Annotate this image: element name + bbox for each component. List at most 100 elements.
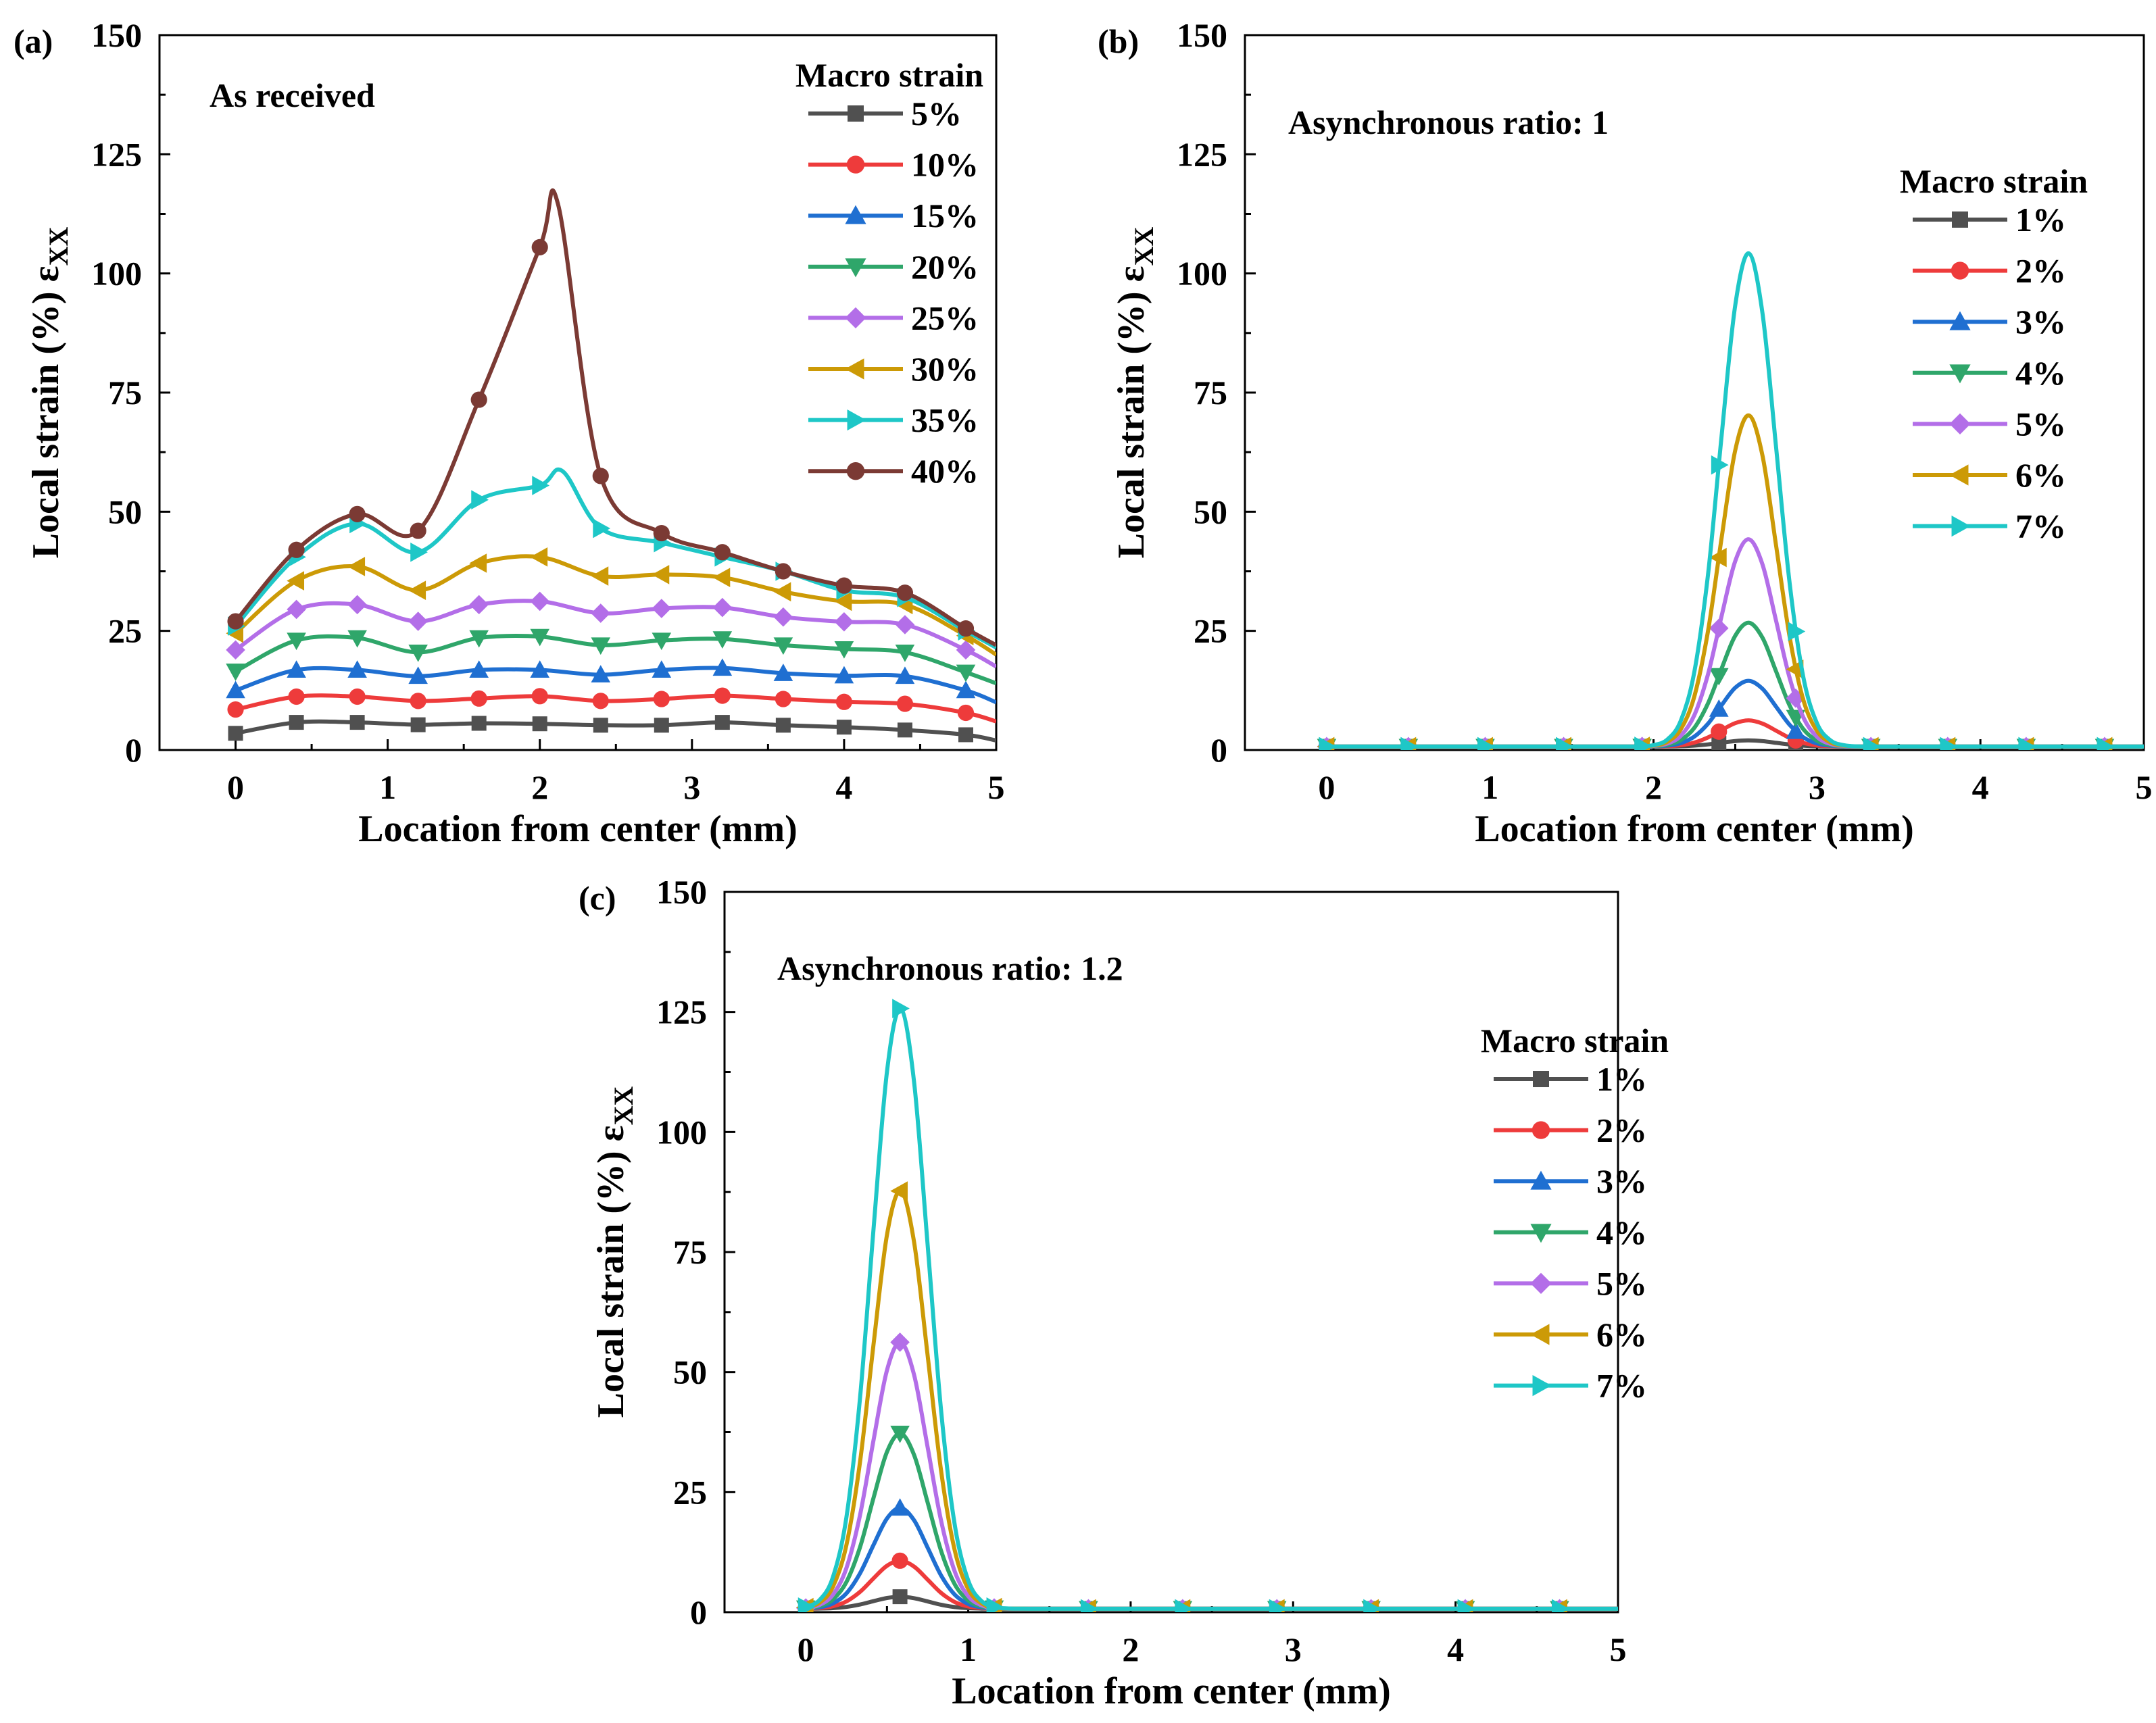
y-tick-label: 75 xyxy=(108,374,142,411)
data-point xyxy=(471,490,489,509)
series-line xyxy=(1326,678,2144,749)
y-axis-label-text: Local strain (%) ε xyxy=(1110,266,1152,558)
data-point xyxy=(227,613,244,630)
data-point xyxy=(1269,1599,1287,1612)
series-4% xyxy=(795,1426,1618,1612)
x-tick-label: 5 xyxy=(2136,768,2153,806)
legend-marker xyxy=(845,307,866,328)
y-tick-label: 125 xyxy=(91,135,142,173)
x-tick-label: 2 xyxy=(531,768,548,806)
y-axis-label-subscript: XX xyxy=(1129,227,1159,266)
legend-label: 40% xyxy=(911,452,979,490)
data-point xyxy=(226,680,245,699)
y-tick-label: 150 xyxy=(1177,16,1227,54)
series-line xyxy=(1326,537,2144,749)
x-tick-label: 2 xyxy=(1645,768,1662,806)
data-point xyxy=(986,1597,1004,1612)
data-point xyxy=(652,660,672,678)
chart-annotation: Asynchronous ratio: 1 xyxy=(1288,103,1609,141)
x-axis-label: Location from center (mm) xyxy=(1475,808,1914,850)
panel-label: (c) xyxy=(579,879,616,917)
data-point xyxy=(892,1589,908,1605)
legend-marker xyxy=(1949,364,1971,384)
data-point xyxy=(1400,736,1419,750)
series-10% xyxy=(227,687,996,724)
data-point xyxy=(227,701,244,718)
x-tick-label: 4 xyxy=(835,768,852,806)
data-point xyxy=(1863,736,1881,750)
y-tick-label: 50 xyxy=(1194,493,1227,530)
chart-panel-b: (b) 0 25 50 75 100 125 150 0 1 2 3 4 5 Location from c… xyxy=(1098,16,2153,850)
data-point xyxy=(712,568,731,587)
data-point xyxy=(712,631,733,649)
data-point xyxy=(1319,736,1337,750)
y-tick-label: 50 xyxy=(108,493,142,530)
chart-annotation: Asynchronous ratio: 1.2 xyxy=(777,949,1123,987)
data-point xyxy=(532,716,547,732)
data-point xyxy=(895,615,915,634)
y-tick-label: 50 xyxy=(673,1353,707,1391)
y-axis-label-subscript: XX xyxy=(608,1087,639,1126)
data-point xyxy=(1477,736,1495,750)
data-point xyxy=(890,1498,910,1516)
legend-marker xyxy=(845,258,866,278)
series-4% xyxy=(1317,620,2144,750)
data-point xyxy=(835,577,853,594)
data-point xyxy=(1552,1599,1569,1612)
data-point xyxy=(714,715,730,730)
data-point xyxy=(1788,622,1806,641)
data-point xyxy=(834,611,854,632)
data-point xyxy=(226,640,245,660)
x-tick-label: 3 xyxy=(1285,1630,1302,1668)
y-tick-label: 125 xyxy=(656,993,707,1031)
data-point xyxy=(834,666,854,684)
data-point xyxy=(228,726,243,741)
data-point xyxy=(408,580,426,601)
x-axis-label: Location from center (mm) xyxy=(952,1670,1391,1712)
series-line xyxy=(1326,251,2144,749)
legend-label: 1% xyxy=(1596,1060,1647,1098)
data-point xyxy=(531,688,548,705)
data-point xyxy=(652,599,672,618)
x-tick-label: 2 xyxy=(1122,1630,1139,1668)
data-point xyxy=(288,688,305,705)
y-axis-label: Local strain (%) εXX xyxy=(1110,227,1159,559)
legend-marker xyxy=(1951,261,1969,280)
legend-label: 6% xyxy=(2015,456,2066,494)
data-point xyxy=(773,637,793,655)
data-point xyxy=(288,541,305,558)
legend-label: 1% xyxy=(2015,201,2066,239)
data-point xyxy=(410,542,428,562)
data-point xyxy=(958,727,973,743)
legend-marker xyxy=(847,409,866,431)
data-point xyxy=(287,571,305,591)
y-axis-label: Local strain (%) εXX xyxy=(25,227,74,559)
data-point xyxy=(1709,618,1729,639)
chart-panel-c: (c) 0 25 50 75 100 125 150 0 1 2 3 4 5 Location from c… xyxy=(579,830,1669,1712)
data-point xyxy=(349,715,365,730)
data-point xyxy=(469,553,487,573)
data-point xyxy=(1363,1599,1381,1612)
data-point xyxy=(890,1426,910,1443)
series-line xyxy=(235,719,996,743)
data-point xyxy=(1711,735,1727,750)
y-axis-label-text: Local strain (%) ε xyxy=(25,266,67,558)
series-5% xyxy=(228,715,996,743)
data-point xyxy=(469,595,489,615)
series-line xyxy=(804,1006,1618,1611)
legend-label: 5% xyxy=(1596,1264,1647,1302)
data-point xyxy=(591,665,611,682)
data-point xyxy=(712,658,733,676)
data-point xyxy=(287,660,306,678)
legend-title: Macro strain xyxy=(1481,1022,1669,1059)
plot-frame xyxy=(723,891,1619,1614)
legend-label: 25% xyxy=(911,299,979,336)
y-tick-label: 0 xyxy=(125,731,142,769)
data-point xyxy=(530,591,550,611)
x-tick-label: 5 xyxy=(1610,1630,1627,1668)
legend-label: 4% xyxy=(1596,1214,1647,1251)
data-point xyxy=(591,637,611,655)
data-point xyxy=(287,599,306,620)
data-point xyxy=(956,640,976,660)
data-point xyxy=(957,704,975,722)
